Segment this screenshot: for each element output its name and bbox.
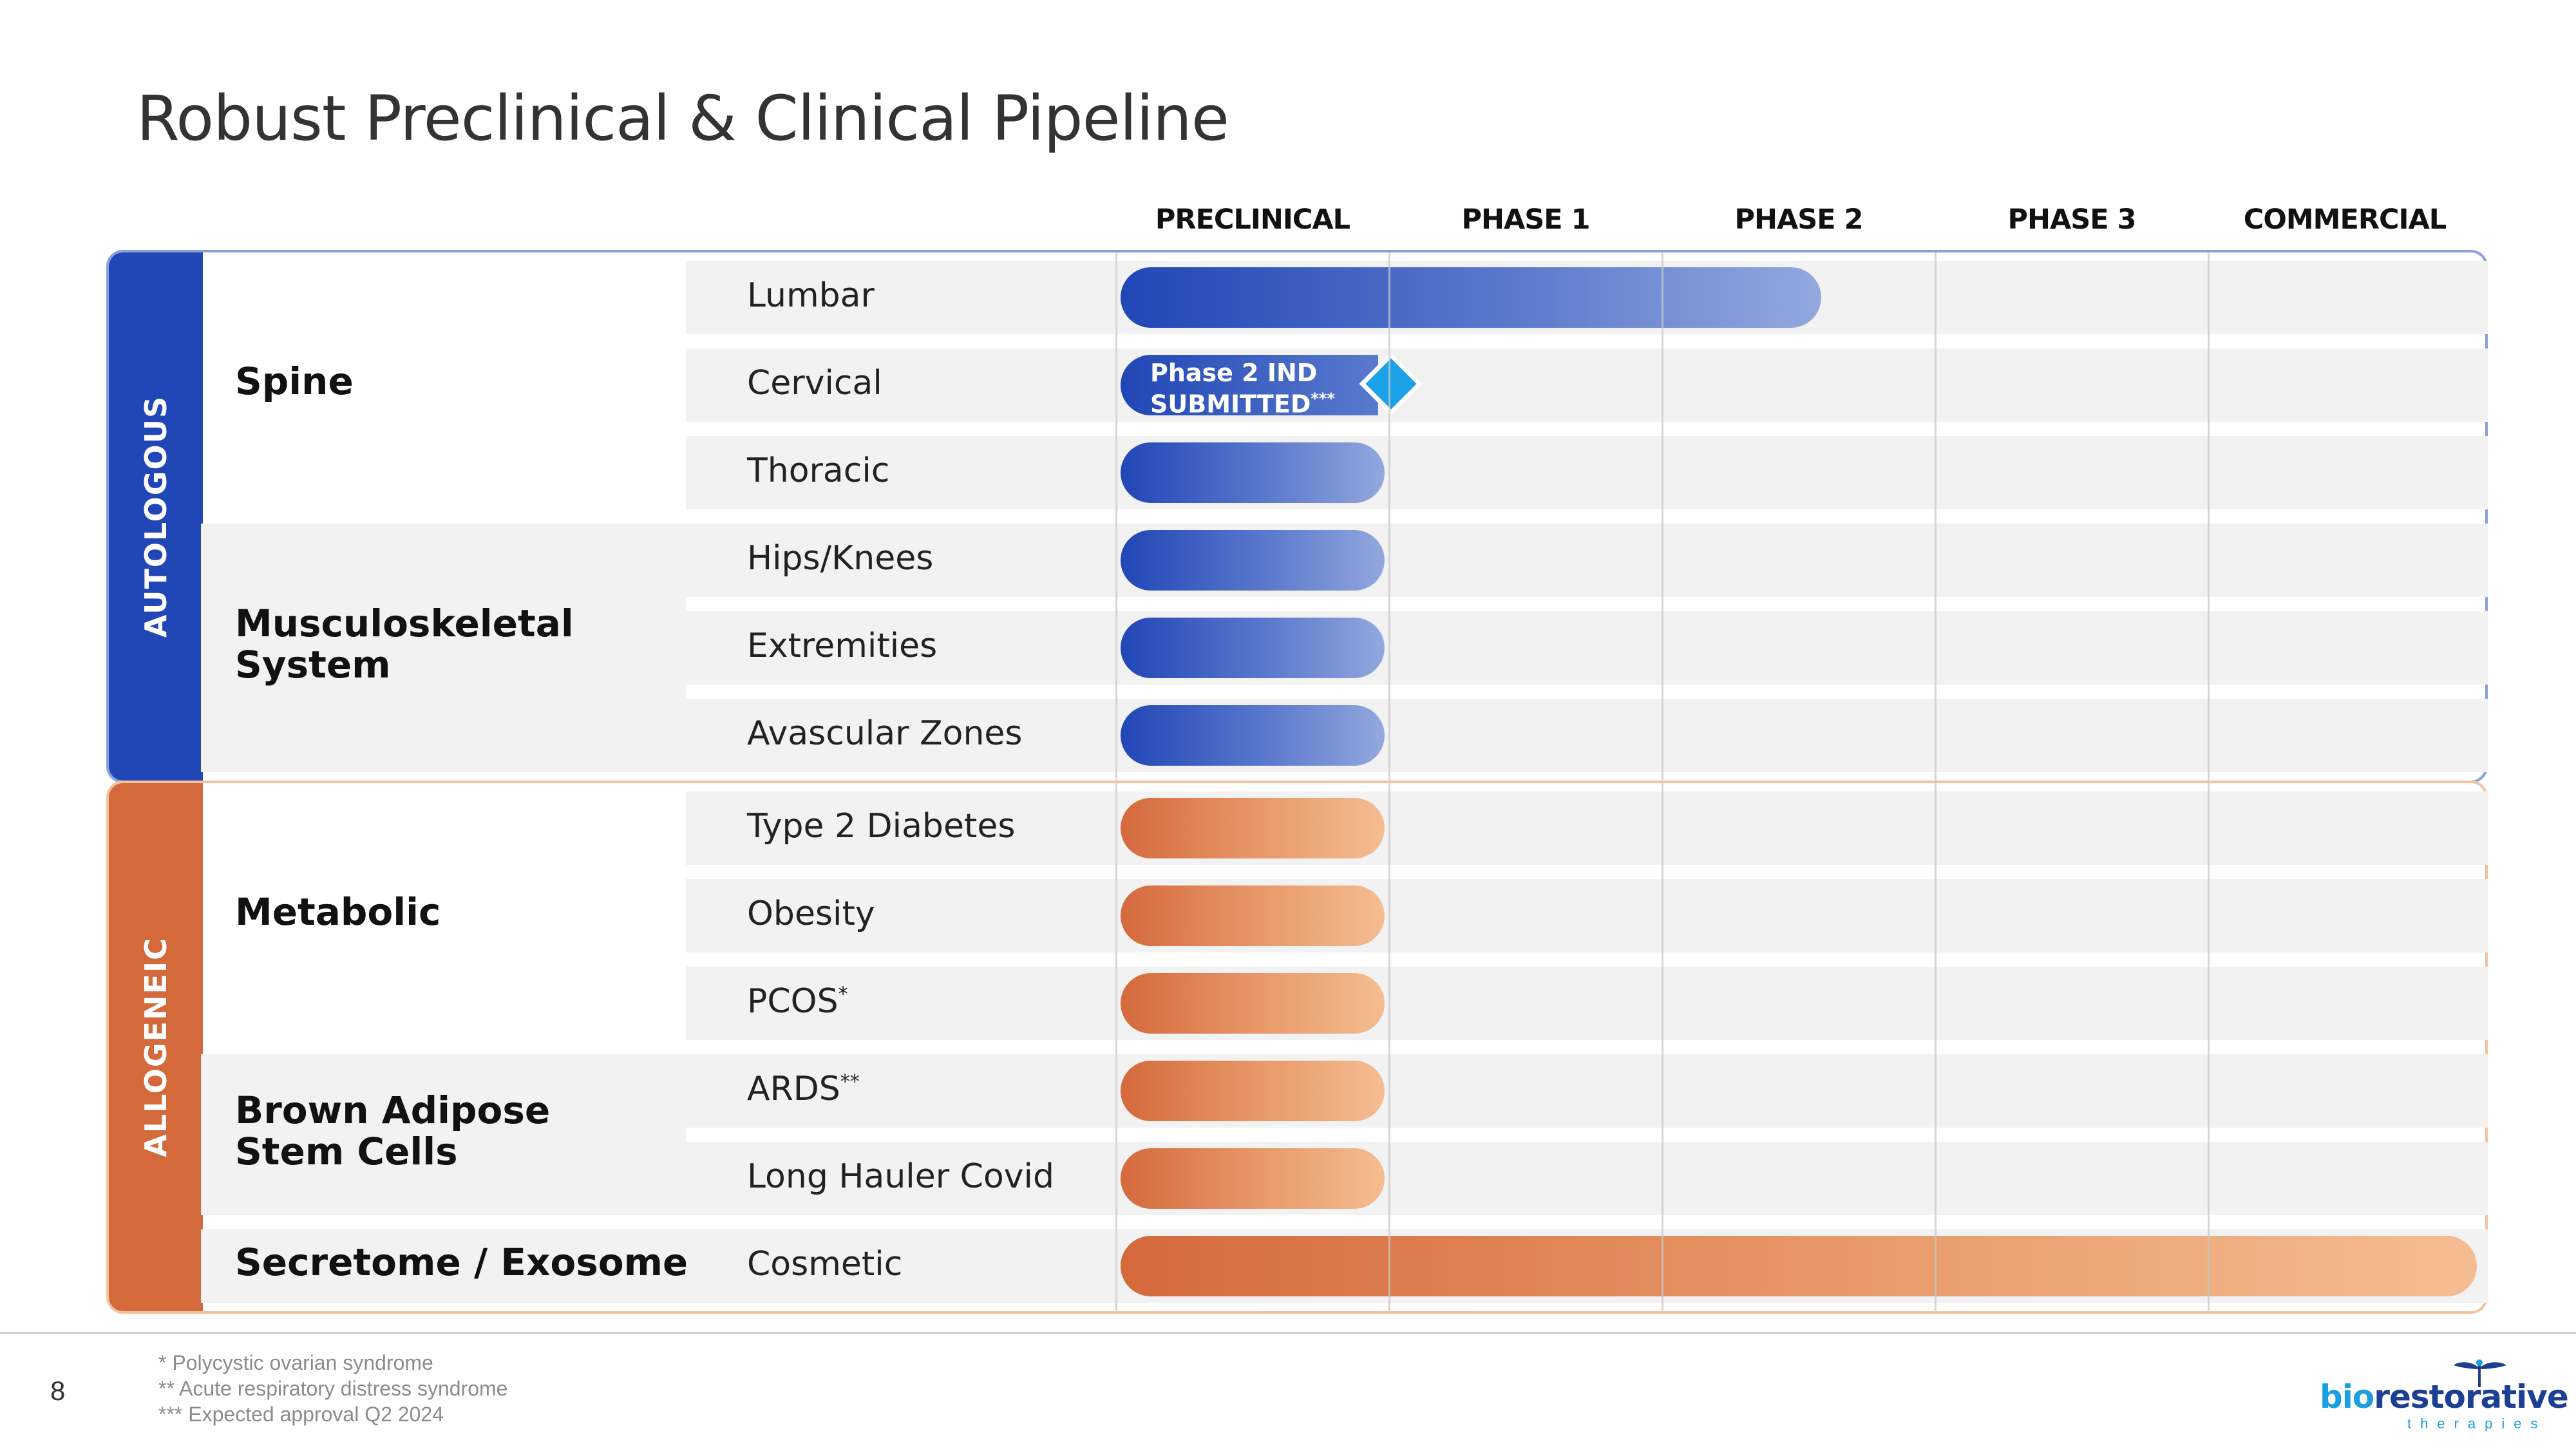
progress-bar: [1121, 973, 1385, 1034]
progress-bar: [1121, 1148, 1385, 1209]
column-divider: [1662, 252, 1663, 781]
row-band: [686, 1142, 2488, 1215]
footnote-2: ** Acute respiratory distress syndrome: [158, 1377, 508, 1400]
column-divider: [2208, 783, 2210, 1311]
indication-label: Avascular Zones: [747, 714, 1023, 753]
progress-bar: [1121, 886, 1385, 946]
progress-bar: [1121, 705, 1385, 766]
indication-label: PCOS*: [747, 982, 848, 1021]
column-divider: [1388, 783, 1390, 1311]
logo-wordmark: biorestorative: [2320, 1378, 2569, 1416]
badge-line: SUBMITTED***: [1150, 390, 1336, 419]
group-side-0: AUTOLOGOUS: [109, 252, 203, 781]
phase-header-3: PHASE 3: [2007, 204, 2136, 236]
column-divider: [2208, 252, 2210, 781]
indication-label: Cosmetic: [747, 1245, 903, 1283]
category-label-line: Stem Cells: [235, 1130, 458, 1173]
column-divider: [1935, 783, 1937, 1311]
column-divider: [1662, 783, 1663, 1311]
progress-bar: [1121, 798, 1385, 858]
indication-label: Type 2 Diabetes: [747, 807, 1016, 846]
badge-line: Phase 2 IND: [1150, 359, 1318, 387]
row-band: [686, 436, 2488, 509]
footer-divider: [0, 1332, 2576, 1334]
group-box-1: ALLOGENEIC: [106, 781, 2488, 1314]
progress-bar: [1121, 1061, 1385, 1121]
logo-subtitle: therapies: [2407, 1416, 2547, 1432]
progress-bar: [1121, 442, 1385, 503]
logo-word-bio: bio: [2320, 1378, 2374, 1416]
footnote-3: *** Expected approval Q2 2024: [158, 1403, 444, 1426]
category-label: Brown Adipose Stem Cells: [235, 1090, 550, 1172]
category-band: [201, 524, 686, 772]
group-label-1: ALLOGENEIC: [138, 937, 173, 1157]
footnote-1: * Polycystic ovarian syndrome: [158, 1351, 433, 1374]
row-band: [686, 611, 2488, 685]
category-label-line: Secretome / Exosome: [235, 1240, 688, 1284]
logo-word-rest: restorative: [2374, 1378, 2569, 1416]
indication-label: Thoracic: [747, 451, 890, 490]
column-divider: [1115, 252, 1117, 781]
group-side-1: ALLOGENEIC: [109, 783, 203, 1311]
page-number: 8: [50, 1376, 66, 1406]
row-band: [686, 967, 2488, 1040]
footnote-marker: ***: [1311, 390, 1336, 408]
indication-label: Cervical: [747, 364, 882, 402]
row-band: [686, 791, 2488, 865]
indication-label: ARDS**: [747, 1070, 860, 1108]
footnote-marker: *: [838, 983, 848, 1006]
phase-header-1: PHASE 1: [1461, 204, 1590, 236]
category-label-line: System: [235, 643, 391, 687]
phase-header-4: COMMERCIAL: [2243, 204, 2447, 236]
dragonfly-icon: [2454, 1359, 2506, 1387]
row-band: [686, 699, 2488, 772]
phase-header-2: PHASE 2: [1734, 204, 1863, 236]
progress-bar: [1121, 267, 1822, 328]
row-band: [686, 879, 2488, 952]
indication-label: Obesity: [747, 895, 875, 933]
row-band: [686, 1054, 2488, 1128]
indication-label: Lumbar: [747, 276, 875, 315]
category-label: Metabolic: [235, 891, 440, 933]
ind-submitted-badge: Phase 2 IND SUBMITTED***: [1121, 355, 1378, 419]
page-title: Robust Preclinical & Clinical Pipeline: [137, 82, 1229, 155]
row-band: [686, 348, 2488, 422]
category-label-line: Metabolic: [235, 890, 441, 934]
indication-label: Extremities: [747, 627, 938, 665]
company-logo: biorestorative therapies: [2320, 1355, 2569, 1432]
category-label: Secretome / Exosome: [235, 1242, 688, 1283]
group-label-0: AUTOLOGOUS: [138, 395, 173, 638]
column-divider: [1388, 252, 1390, 781]
row-band: [686, 524, 2488, 597]
category-label-line: Brown Adipose: [235, 1088, 551, 1132]
phase-header-0: PRECLINICAL: [1155, 204, 1350, 236]
category-label-line: Musculoskeletal: [235, 601, 574, 645]
category-label: Musculoskeletal System: [235, 603, 574, 685]
progress-bar: [1121, 618, 1385, 678]
column-divider: [1115, 783, 1117, 1311]
indication-label: Long Hauler Covid: [747, 1157, 1054, 1196]
progress-bar: [1121, 1236, 2477, 1296]
progress-bar: [1121, 530, 1385, 591]
category-band: [201, 1229, 686, 1303]
footnote-marker: **: [840, 1070, 860, 1094]
category-label: Spine: [235, 361, 354, 402]
category-label-line: Spine: [235, 359, 354, 403]
indication-label: Hips/Knees: [747, 539, 934, 578]
column-divider: [1935, 252, 1937, 781]
category-band: [201, 1054, 686, 1215]
